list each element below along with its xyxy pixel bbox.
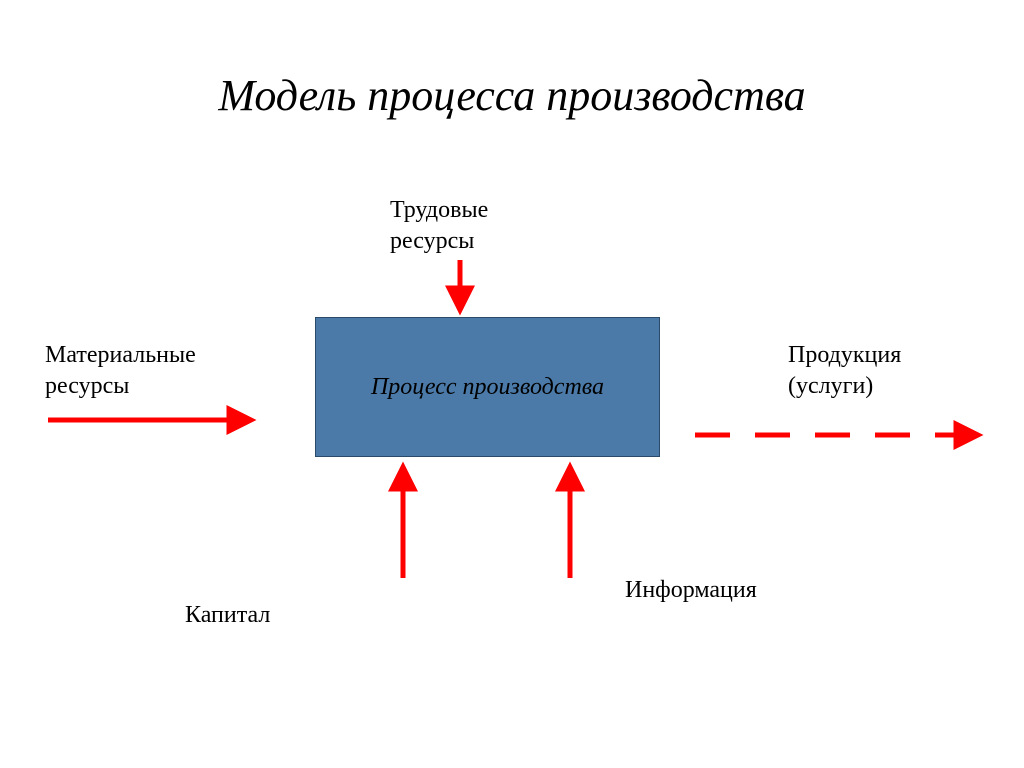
arrows-layer [0,0,1024,768]
